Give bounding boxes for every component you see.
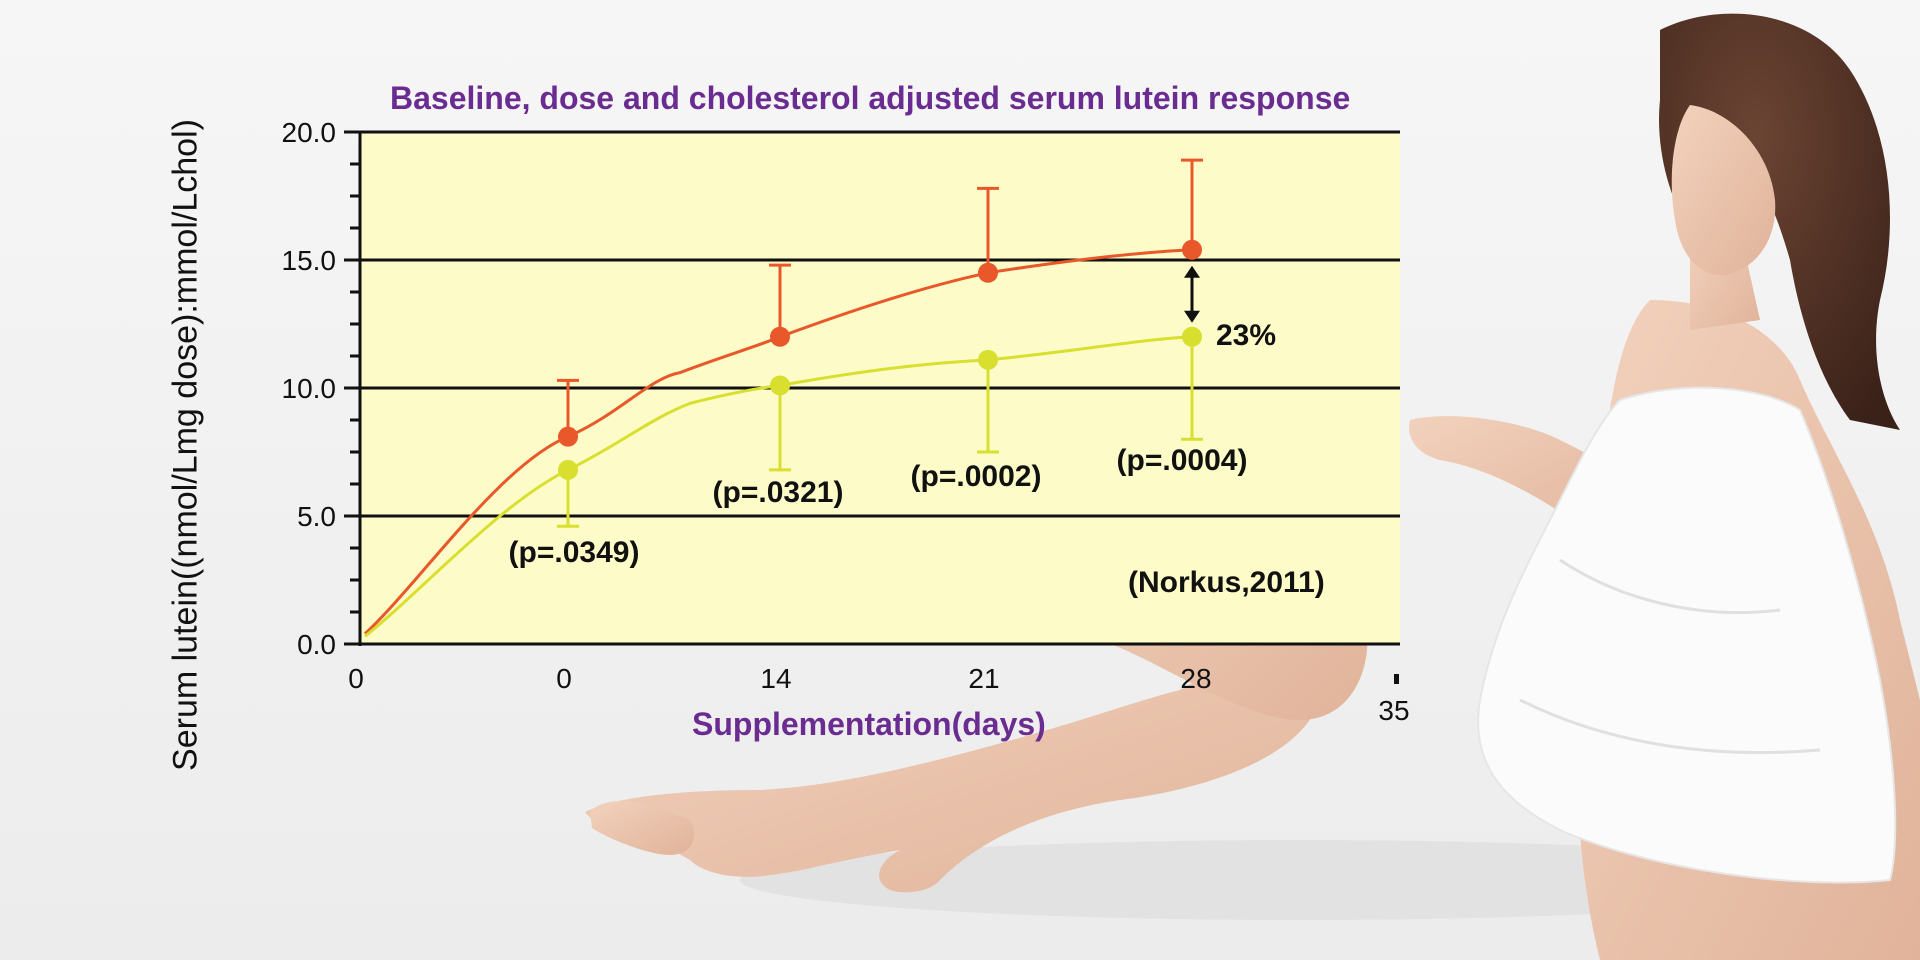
towel [1477, 386, 1897, 884]
x-tick-label: 0 [556, 663, 572, 694]
data-point [1182, 326, 1202, 347]
series-layer [363, 158, 1203, 638]
y-axis-title: Serum lutein((nmol/Lmg dose):mmol/Lchol) [166, 119, 205, 771]
p-value-label: (p=.0349) [509, 536, 640, 569]
floor-shadow [740, 840, 1860, 920]
y-tick-label: 15.0 [282, 245, 337, 276]
data-point [558, 426, 578, 447]
x-tick-mark [1394, 674, 1399, 684]
x-axis-title: Supplementation(days) [692, 706, 1046, 742]
y-tick-label: 10.0 [282, 373, 337, 404]
data-point [978, 262, 998, 283]
model-photo [585, 13, 1920, 960]
data-point [770, 326, 790, 347]
p-value-label: (p=.0004) [1117, 444, 1248, 477]
p-value-label: (p=.0321) [713, 476, 844, 509]
x-tick-label: 28 [1180, 663, 1211, 694]
gridlines [360, 258, 1400, 518]
citation: (Norkus,2011) [1128, 566, 1325, 599]
y-tick-label: 5.0 [297, 501, 336, 532]
difference-arrow-head-down [1184, 310, 1200, 323]
difference-arrow-head-up [1184, 265, 1200, 278]
series-line-high [363, 248, 1193, 635]
data-point [978, 349, 998, 370]
x-tick-label: 0 [348, 663, 364, 694]
data-point [770, 375, 790, 396]
chart-title: Baseline, dose and cholesterol adjusted … [390, 80, 1351, 116]
y-tick-label: 0.0 [297, 629, 336, 660]
x-tick-label: 14 [760, 663, 791, 694]
difference-label: 23% [1216, 319, 1276, 352]
y-axis-ticks: 0.0 5.0 10.0 15.0 20.0 [282, 117, 360, 660]
y-tick-label: 20.0 [282, 117, 337, 148]
x-tick-label: 35 [1378, 695, 1409, 726]
legs [585, 650, 1320, 893]
foot-back [590, 800, 694, 855]
p-value-label: (p=.0002) [911, 460, 1042, 493]
x-axis-ticks: 0 0 14 21 28 35 [348, 663, 1409, 726]
face [1671, 105, 1776, 276]
annotations: (p=.0349) (p=.0321) (p=.0002) (p=.0004) 23% [509, 265, 1276, 569]
x-tick-label: 21 [968, 663, 999, 694]
data-point [1182, 239, 1202, 260]
data-point [558, 459, 578, 480]
towel-fold [1519, 558, 1821, 755]
series-line-low [364, 335, 1193, 638]
